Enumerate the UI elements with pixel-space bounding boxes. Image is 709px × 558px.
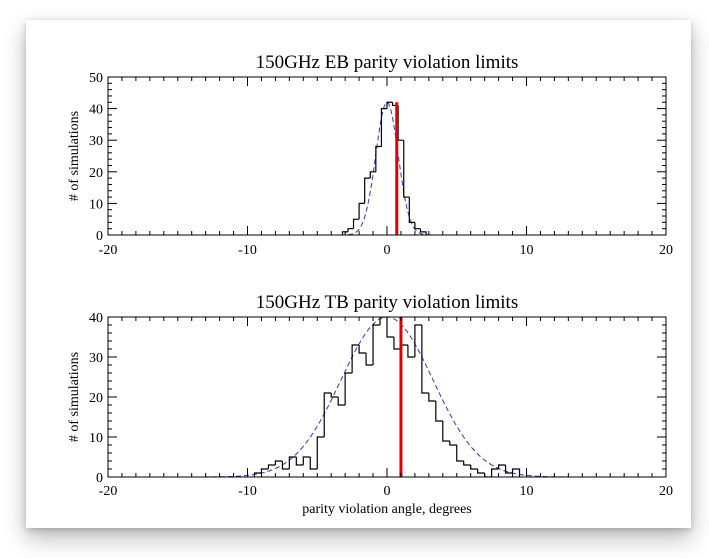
eb-histogram-bin [375, 145, 382, 172]
tb-histogram-bin [260, 468, 269, 473]
tb-histogram-bin [504, 465, 513, 474]
tb-gaussian-fit-curve [108, 317, 666, 477]
tb-histogram-bin [435, 401, 443, 422]
tb-histogram-bin [498, 464, 506, 469]
tb-histogram-bin [428, 393, 436, 402]
tb-x-tick-label: 20 [659, 484, 673, 499]
tb-chart-title: 150GHz TB parity violation limits [256, 292, 518, 313]
eb-histogram-bin [352, 218, 360, 229]
tb-histogram-bin [330, 393, 339, 398]
eb-histogram-bin [397, 105, 404, 141]
eb-y-tick-label: 20 [89, 166, 103, 181]
tb-y-tick-label: 40 [89, 311, 103, 326]
eb-y-tick-label: 0 [96, 229, 103, 244]
eb-panel: 150GHz EB parity violation limits # of si… [67, 52, 673, 258]
tb-x-axis-label: parity violation angle, degrees [302, 502, 472, 517]
tb-histogram-bin [414, 324, 422, 357]
tb-histogram-bin [358, 345, 367, 354]
tb-histogram-bin [442, 421, 450, 442]
eb-histogram-bin [347, 228, 354, 232]
tb-histogram-bin [365, 353, 374, 366]
tb-histogram-bin [344, 372, 353, 405]
tb-histogram-bin [337, 397, 346, 406]
tb-histogram-bin [288, 456, 297, 469]
tb-histogram-bin [281, 461, 290, 470]
eb-histogram-bin [419, 228, 427, 235]
tb-histogram-bin [302, 456, 311, 465]
eb-histogram-bin [386, 101, 393, 109]
tb-x-tick-label: 10 [520, 484, 534, 499]
tb-histogram-bin [477, 469, 485, 474]
tb-histogram-bin [274, 460, 283, 465]
tb-x-tick-label: -10 [238, 484, 257, 499]
chart-figure: 150GHz EB parity violation limits # of si… [67, 52, 673, 517]
tb-histogram-bin [372, 324, 381, 365]
eb-x-tick-label: -20 [99, 243, 118, 258]
eb-gaussian-fit-curve [108, 101, 666, 235]
eb-y-axis-label: # of simulations [67, 111, 82, 201]
eb-x-tick-label: -10 [238, 243, 257, 258]
figure-card: 150GHz EB parity violation limits # of si… [26, 20, 691, 528]
eb-histogram-bin [414, 222, 421, 230]
eb-x-tick-label: 20 [659, 243, 673, 258]
tb-histogram-bin [449, 441, 457, 446]
tb-histogram-bin [470, 465, 478, 470]
tb-histogram-bin [316, 436, 325, 469]
tb-y-tick-label: 0 [96, 471, 103, 486]
eb-y-tick-label: 10 [89, 197, 103, 212]
tb-histogram-bin [379, 317, 387, 325]
eb-y-tick-label: 30 [89, 134, 103, 149]
eb-x-tick-label: 10 [520, 243, 534, 258]
eb-histogram-bin [364, 177, 371, 204]
tb-histogram-bin [407, 345, 415, 358]
tb-plot-frame [107, 316, 667, 478]
eb-y-tick-label: 40 [89, 103, 103, 118]
tb-histogram-bin [323, 392, 332, 437]
eb-histogram-bin [380, 108, 387, 147]
tb-histogram-bin [267, 464, 276, 469]
eb-histogram-bin [403, 140, 410, 198]
tb-histogram-bin [463, 461, 471, 466]
tb-y-tick-label: 20 [89, 391, 103, 406]
eb-chart-title: 150GHz EB parity violation limits [256, 52, 519, 73]
eb-y-tick-label: 50 [89, 71, 103, 86]
tb-panel: 150GHz TB parity violation limits # of si… [67, 292, 673, 517]
eb-histogram-bin [341, 231, 348, 235]
tb-x-tick-label: -20 [99, 484, 118, 499]
eb-x-tick-label: 0 [384, 243, 391, 258]
tb-y-tick-label: 10 [89, 431, 103, 446]
eb-plot-frame [107, 76, 667, 236]
tb-histogram-bin [309, 457, 318, 470]
eb-histogram-bin [408, 197, 415, 223]
tb-histogram-bin [456, 445, 464, 462]
tb-histogram-bin [386, 317, 394, 338]
tb-y-axis-label: # of simulations [67, 352, 82, 442]
tb-histogram-bin [351, 344, 360, 373]
tb-histogram-bin [421, 325, 429, 394]
tb-histogram-bin [253, 472, 262, 477]
eb-histogram-bin [369, 171, 376, 179]
tb-histogram-bin [484, 473, 492, 477]
tb-y-tick-label: 30 [89, 351, 103, 366]
tb-histogram-bin [511, 468, 521, 477]
tb-histogram-bin [491, 468, 499, 477]
tb-histogram-bin [393, 337, 401, 350]
tb-histogram-bin [295, 457, 304, 466]
eb-histogram-bin [358, 202, 365, 220]
tb-x-tick-label: 0 [384, 484, 391, 499]
